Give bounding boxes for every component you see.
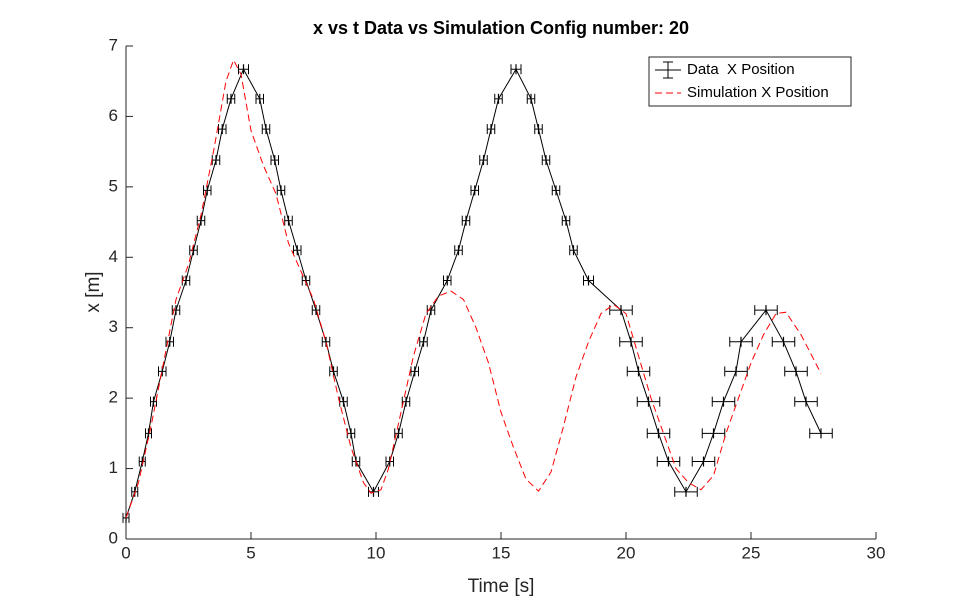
y-tick-label: 4	[109, 247, 118, 266]
x-tick-label: 25	[742, 543, 761, 562]
y-tick-label: 3	[109, 317, 118, 336]
x-tick-label: 15	[492, 543, 511, 562]
x-tick-label: 10	[367, 543, 386, 562]
y-tick-label: 7	[109, 35, 118, 54]
chart-title: x vs t Data vs Simulation Config number:…	[313, 18, 689, 38]
data-line	[125, 68, 822, 519]
data-line	[125, 58, 822, 519]
y-tick-label: 5	[109, 176, 118, 195]
legend-label: Simulation X Position	[687, 84, 829, 101]
y-axis-label: x [m]	[83, 271, 104, 312]
legend-box	[648, 56, 852, 107]
x-tick-label: 20	[617, 543, 636, 562]
x-tick-label: 5	[246, 543, 255, 562]
y-tick-label: 0	[109, 528, 118, 547]
y-tick-label: 2	[109, 388, 118, 407]
legend-label: Data X Position	[687, 61, 795, 78]
x-tick-label: 0	[121, 543, 130, 562]
y-tick-label: 1	[109, 458, 118, 477]
x-axis-label: Time [s]	[468, 576, 535, 597]
x-tick-label: 30	[867, 543, 886, 562]
y-tick-label: 6	[109, 106, 118, 125]
